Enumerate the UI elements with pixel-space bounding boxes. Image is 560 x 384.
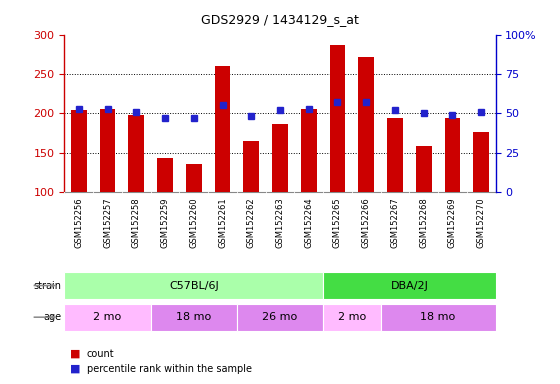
Text: age: age xyxy=(44,312,62,322)
Text: ■: ■ xyxy=(70,364,81,374)
Text: 2 mo: 2 mo xyxy=(94,312,122,322)
Bar xyxy=(272,124,288,192)
Bar xyxy=(473,132,489,192)
Bar xyxy=(64,272,323,299)
Text: GSM152256: GSM152256 xyxy=(74,197,83,248)
Bar xyxy=(323,272,496,299)
Text: GSM152262: GSM152262 xyxy=(247,197,256,248)
Text: GSM152261: GSM152261 xyxy=(218,197,227,248)
Text: GSM152269: GSM152269 xyxy=(448,197,457,248)
Bar xyxy=(237,304,323,331)
Text: 18 mo: 18 mo xyxy=(176,312,211,322)
Bar xyxy=(358,56,374,192)
Text: 26 mo: 26 mo xyxy=(263,312,297,322)
Text: GSM152264: GSM152264 xyxy=(304,197,313,248)
Text: ■: ■ xyxy=(70,349,81,359)
Text: percentile rank within the sample: percentile rank within the sample xyxy=(87,364,252,374)
Bar xyxy=(416,146,432,192)
Text: GDS2929 / 1434129_s_at: GDS2929 / 1434129_s_at xyxy=(201,13,359,26)
Text: DBA/2J: DBA/2J xyxy=(390,280,428,291)
Bar xyxy=(301,109,316,192)
Bar xyxy=(100,109,115,192)
Bar xyxy=(151,304,237,331)
Text: GSM152268: GSM152268 xyxy=(419,197,428,248)
Text: count: count xyxy=(87,349,114,359)
Text: GSM152270: GSM152270 xyxy=(477,197,486,248)
Text: strain: strain xyxy=(34,280,62,291)
Text: GSM152257: GSM152257 xyxy=(103,197,112,248)
Bar xyxy=(214,66,230,192)
Text: GSM152258: GSM152258 xyxy=(132,197,141,248)
Bar xyxy=(157,158,173,192)
Text: GSM152263: GSM152263 xyxy=(276,197,284,248)
Bar xyxy=(71,110,87,192)
Bar xyxy=(445,118,460,192)
Text: GSM152266: GSM152266 xyxy=(362,197,371,248)
Bar xyxy=(64,304,151,331)
Text: GSM152265: GSM152265 xyxy=(333,197,342,248)
Text: C57BL/6J: C57BL/6J xyxy=(169,280,218,291)
Text: GSM152260: GSM152260 xyxy=(189,197,198,248)
Bar xyxy=(128,115,144,192)
Text: 18 mo: 18 mo xyxy=(421,312,456,322)
Bar xyxy=(323,304,381,331)
Bar xyxy=(330,45,346,192)
Text: GSM152267: GSM152267 xyxy=(390,197,399,248)
Text: GSM152259: GSM152259 xyxy=(161,197,170,248)
Text: 2 mo: 2 mo xyxy=(338,312,366,322)
Bar xyxy=(186,164,202,192)
Bar xyxy=(387,118,403,192)
Bar xyxy=(381,304,496,331)
Bar xyxy=(244,141,259,192)
